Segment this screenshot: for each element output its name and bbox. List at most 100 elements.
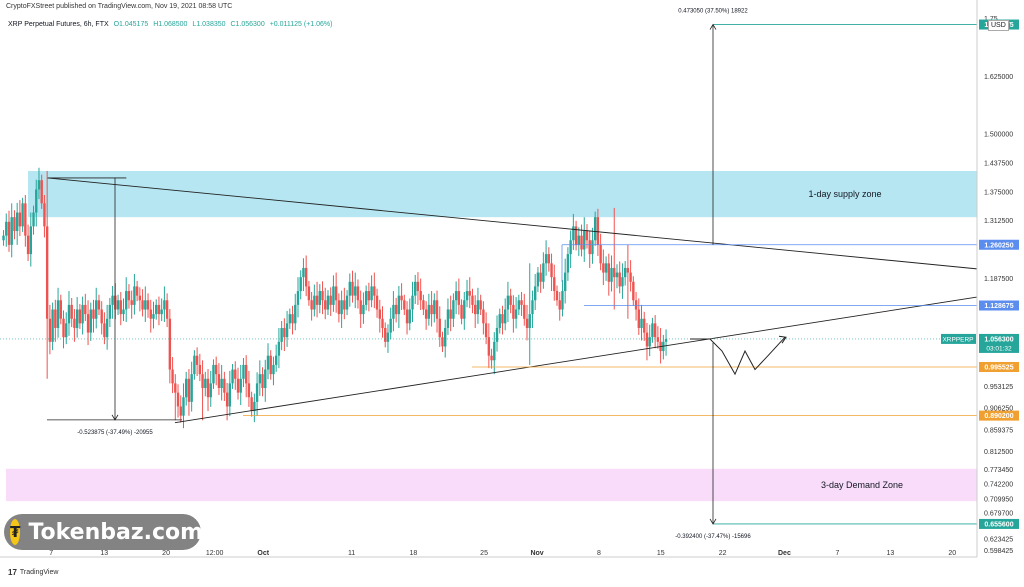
coin-logo-icon: ₮ <box>10 519 21 545</box>
candle-body <box>334 286 338 301</box>
y-tick-label: 0.906250 <box>984 406 1013 413</box>
candle-body <box>152 314 155 319</box>
candle-body <box>258 374 262 384</box>
top-measure-arrow <box>709 23 717 30</box>
candle-body <box>51 309 54 342</box>
candle-body <box>373 286 376 296</box>
demand-zone-label: 3-day Demand Zone <box>821 480 903 490</box>
x-tick-label: 15 <box>657 550 665 557</box>
candle-body <box>623 267 627 278</box>
candle-body <box>122 309 125 315</box>
candle-body <box>13 217 16 232</box>
candle-body <box>656 337 660 342</box>
candle-body <box>479 300 482 310</box>
candle-body <box>555 291 559 301</box>
x-tick-label: Nov <box>530 550 543 557</box>
candle-body <box>389 318 392 333</box>
candle-body <box>362 304 365 315</box>
candle-body <box>84 304 87 315</box>
candle-body <box>313 295 316 310</box>
candle-body <box>354 286 357 296</box>
candle-body <box>520 300 523 305</box>
candle-body <box>160 309 163 315</box>
candle-body <box>577 235 581 245</box>
change-value: +0.011125 (+1.06%) <box>269 21 333 28</box>
candle-body <box>223 378 226 393</box>
candle-body <box>220 378 223 389</box>
candle-body <box>452 300 455 319</box>
candle-body <box>610 267 613 282</box>
candles <box>2 167 668 429</box>
x-tick-label: 8 <box>597 550 601 557</box>
candle-body <box>146 300 150 310</box>
candle-body <box>356 286 360 301</box>
candle-body <box>5 221 8 236</box>
candle-body <box>234 369 237 379</box>
candle-body <box>277 341 281 356</box>
candle-body <box>89 309 92 333</box>
candle-body <box>78 309 82 324</box>
candle-body <box>553 277 556 292</box>
tradingview-name[interactable]: TradingView <box>19 569 59 576</box>
price-label: 1.260250 <box>984 242 1013 249</box>
left-measure-label: -0.523875 (-37.49%) -20955 <box>77 430 153 436</box>
candle-body <box>187 378 191 402</box>
candle-body <box>544 254 548 264</box>
candle-body <box>70 304 73 319</box>
candle-body <box>517 300 521 310</box>
candle-body <box>92 309 95 319</box>
candle-body <box>514 309 518 319</box>
candle-body <box>228 383 232 407</box>
candle-body <box>593 217 597 241</box>
candle-body <box>21 203 24 227</box>
watermark: ₮ Tokenbaz.com <box>4 514 203 550</box>
x-tick-label: Oct <box>257 550 269 557</box>
candle-body <box>48 318 52 342</box>
candle-body <box>550 263 553 278</box>
candle-body <box>65 323 68 338</box>
projection-path <box>690 336 786 376</box>
candle-body <box>253 401 256 412</box>
lower-trendline <box>174 296 978 424</box>
x-tick-label: 7 <box>49 550 53 557</box>
y-tick-label: 1.312500 <box>984 218 1013 225</box>
candle-body <box>217 374 221 389</box>
price-label-countdown: 03:01:32 <box>986 345 1012 352</box>
candle-body <box>618 272 621 287</box>
supply-zone-label: 1-day supply zone <box>808 189 881 199</box>
candle-body <box>460 304 463 319</box>
candle-body <box>67 304 71 324</box>
candle-body <box>302 267 305 278</box>
candle-body <box>632 281 635 301</box>
candle-body <box>648 337 651 347</box>
price-axis-bg <box>977 0 1024 582</box>
candle-body <box>563 272 567 292</box>
symbol-label[interactable]: XRP Perpetual Futures, 6h, FTX <box>8 21 109 28</box>
candle-body <box>105 318 109 338</box>
candle-body <box>364 291 368 305</box>
candle-body <box>637 309 640 328</box>
x-tick-label: 7 <box>835 550 839 557</box>
y-tick-label: 0.709950 <box>984 496 1013 503</box>
tradingview-logo-icon[interactable]: 17 <box>8 568 17 577</box>
candle-body <box>558 300 561 310</box>
candle-body <box>24 203 27 236</box>
candle-body <box>351 281 354 296</box>
candle-body <box>198 364 202 375</box>
candle-body <box>528 314 531 328</box>
candle-body <box>144 300 147 310</box>
candle-body <box>482 309 485 324</box>
candle-body <box>634 300 638 310</box>
currency-button[interactable]: USD <box>988 20 1009 31</box>
candle-body <box>414 281 417 296</box>
candle-body <box>318 291 321 305</box>
candle-body <box>539 272 542 282</box>
candle-body <box>561 291 564 310</box>
candle-body <box>2 235 5 241</box>
candle-body <box>375 295 379 310</box>
candle-body <box>643 318 646 333</box>
candle-body <box>574 226 578 245</box>
candle-body <box>392 304 395 319</box>
